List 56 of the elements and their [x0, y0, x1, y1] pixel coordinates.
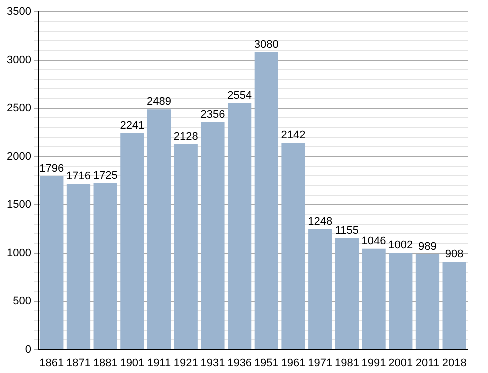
x-tick-label: 1981: [334, 357, 360, 370]
bar: [147, 110, 172, 350]
x-tick-label: 1911: [147, 357, 172, 370]
bar: [442, 262, 466, 350]
data-label: 2489: [147, 96, 172, 108]
data-label: 1796: [40, 162, 64, 175]
data-label: 2241: [120, 120, 145, 132]
x-tick-label: 2018: [442, 357, 467, 370]
data-label: 1002: [388, 240, 414, 252]
data-label: 2554: [228, 90, 252, 102]
data-label: 1155: [335, 224, 360, 237]
y-tick-label: 500: [13, 296, 32, 308]
data-label: 1716: [66, 170, 91, 183]
data-label: 1046: [362, 235, 386, 248]
bar: [40, 176, 64, 350]
bar: [389, 253, 413, 350]
bar: [94, 183, 118, 350]
x-tick-label: 2001: [388, 357, 414, 370]
y-tick-label: 0: [25, 344, 32, 356]
x-tick-label: 1871: [66, 357, 91, 370]
bar: [228, 103, 252, 350]
bar: [174, 144, 198, 350]
data-label: 2142: [281, 130, 306, 142]
x-tick-label: 1961: [281, 357, 306, 370]
bar: [120, 134, 144, 350]
y-tick-label: 2500: [6, 102, 32, 115]
data-label: 2356: [200, 108, 226, 121]
y-tick-label: 3500: [6, 6, 32, 18]
x-tick-label: 1936: [228, 357, 252, 370]
x-tick-label: 1861: [40, 357, 64, 370]
bar: [254, 52, 278, 350]
data-label: 1725: [93, 170, 118, 182]
data-label: 2128: [174, 130, 198, 143]
y-tick-label: 1000: [6, 247, 32, 260]
data-label: 908: [445, 248, 464, 261]
x-tick-label: 1881: [93, 357, 118, 370]
bar: [282, 143, 306, 350]
x-tick-label: 1921: [174, 357, 198, 370]
data-label: 3080: [254, 39, 279, 52]
data-label: 989: [418, 240, 437, 253]
bar: [416, 254, 440, 350]
x-tick-label: 1901: [120, 357, 145, 370]
bar: [335, 238, 360, 350]
x-tick-label: 1951: [254, 357, 279, 370]
bar: [362, 248, 386, 350]
y-tick-label: 2000: [6, 150, 32, 163]
y-tick-label: 3000: [6, 54, 32, 66]
bar: [66, 184, 91, 350]
y-tick-label: 1500: [6, 199, 32, 212]
x-tick-label: 1991: [362, 357, 386, 370]
x-tick-label: 2011: [416, 357, 440, 370]
x-tick-label: 1971: [308, 357, 333, 370]
bar: [308, 229, 332, 350]
data-label: 1248: [308, 216, 333, 228]
x-tick-label: 1931: [200, 357, 226, 370]
bar: [201, 122, 225, 350]
